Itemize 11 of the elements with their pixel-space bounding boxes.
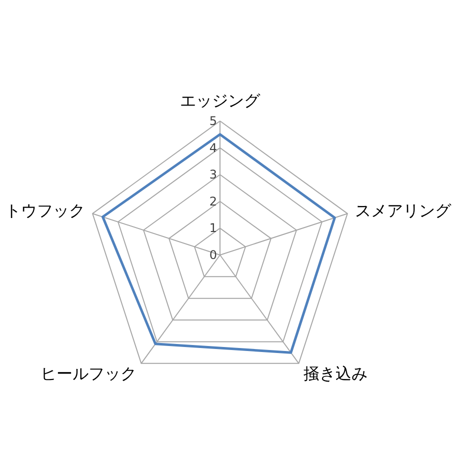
spoke-label: エッジング — [180, 91, 261, 110]
spoke-label: ヒールフック — [40, 364, 137, 383]
spoke-label: 掻き込み — [303, 364, 368, 383]
y-tick-label: 5 — [209, 114, 217, 128]
y-tick-label: 1 — [209, 221, 217, 236]
y-tick-label: 2 — [209, 194, 217, 208]
spoke-label: トウフック — [4, 201, 85, 220]
y-tick-label: 4 — [209, 140, 217, 155]
spoke-label: スメアリング — [355, 201, 452, 220]
y-tick-label: 0 — [209, 248, 217, 262]
y-tick-label: 3 — [209, 168, 217, 182]
